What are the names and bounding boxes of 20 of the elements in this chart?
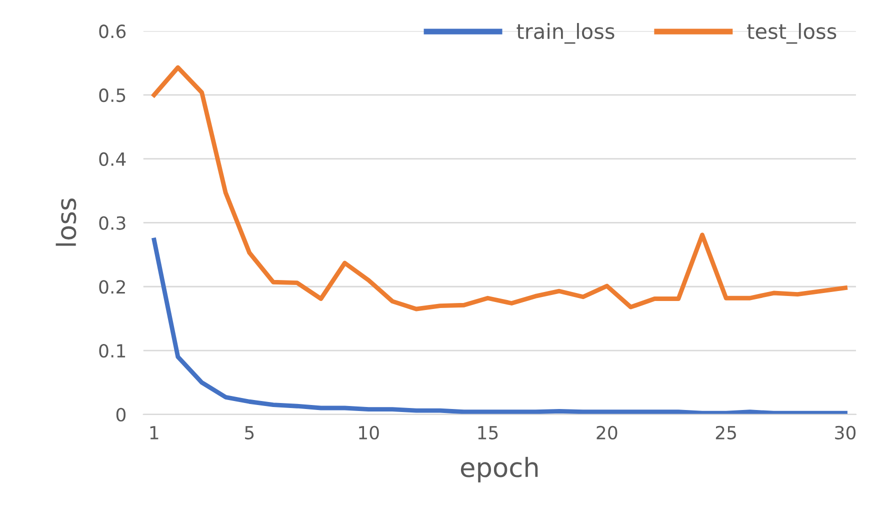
y-tick-label: 0 <box>116 408 126 422</box>
y-tick-label: 0.2 <box>99 280 125 294</box>
y-tick-label: 0.4 <box>99 152 126 166</box>
y-axis-title: loss <box>56 198 76 246</box>
x-tick-label: 30 <box>835 426 856 440</box>
line-series <box>152 238 848 414</box>
line-series <box>152 65 848 312</box>
y-tick-label: 0.1 <box>99 344 126 358</box>
x-tick-label: 20 <box>596 426 618 440</box>
y-tick-label: 0.3 <box>99 216 126 230</box>
legend-label: train_loss <box>516 23 614 44</box>
y-tick-label: 0.6 <box>99 24 126 38</box>
x-tick-label: 15 <box>478 426 498 440</box>
x-tick-label: 10 <box>359 426 379 440</box>
x-tick-label: 25 <box>716 426 736 440</box>
x-axis-title: epoch <box>460 456 538 482</box>
y-tick-label: 0.5 <box>99 88 126 102</box>
x-tick-label: 5 <box>245 426 254 440</box>
legend-label: test_loss <box>747 23 836 44</box>
x-tick-label: 1 <box>150 426 158 440</box>
